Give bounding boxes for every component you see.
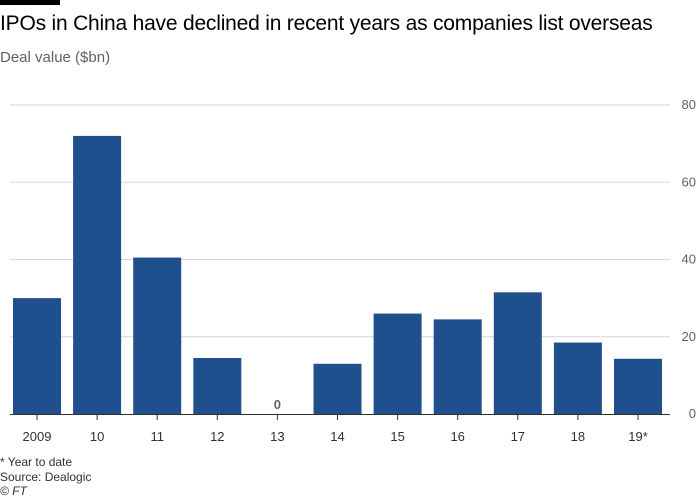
x-tick-label: 19* [628, 429, 648, 444]
x-tick-label: 13 [270, 429, 284, 444]
chart-title: IPOs in China have declined in recent ye… [0, 12, 653, 35]
bar [614, 358, 662, 414]
x-tick-label: 17 [511, 429, 525, 444]
footnote-ytd: * Year to date [0, 455, 73, 469]
bar [193, 357, 242, 414]
x-tick-label: 11 [150, 429, 164, 444]
bar [133, 257, 182, 414]
bar [553, 342, 602, 414]
x-axis [10, 414, 670, 420]
bar [433, 319, 482, 414]
y-tick-label: 20 [682, 329, 696, 344]
tick-labels: 0 20 40 60 80 0 2009 10 11 12 13 14 15 16 17 18 19* [23, 97, 696, 444]
data-label: 0 [274, 397, 281, 412]
bar [73, 135, 122, 414]
bar [373, 313, 422, 414]
chart-subtitle: Deal value ($bn) [0, 49, 111, 66]
bar-chart: 0 20 40 60 80 0 2009 10 11 12 13 14 15 16 17 18 19* [10, 97, 696, 444]
x-tick-label: 15 [390, 429, 404, 444]
x-tick-label: 10 [90, 429, 104, 444]
bar [13, 298, 61, 414]
copyright-note: © FT [0, 484, 27, 498]
y-tick-label: 80 [682, 97, 696, 112]
x-tick-label: 2009 [23, 429, 52, 444]
source-note: Source: Dealogic [0, 469, 92, 484]
y-tick-label: 40 [682, 252, 696, 267]
footnotes: * Year to date Source: Dealogic © FT [0, 455, 91, 499]
y-tick-label: 0 [689, 406, 696, 421]
bar [493, 292, 542, 414]
y-tick-label: 60 [682, 174, 696, 189]
bars [13, 135, 662, 414]
x-tick-label: 16 [450, 429, 464, 444]
x-tick-label: 18 [571, 429, 585, 444]
top-rule [0, 0, 60, 5]
x-tick-label: 12 [210, 429, 224, 444]
x-tick-label: 14 [330, 429, 344, 444]
bar [313, 363, 362, 414]
